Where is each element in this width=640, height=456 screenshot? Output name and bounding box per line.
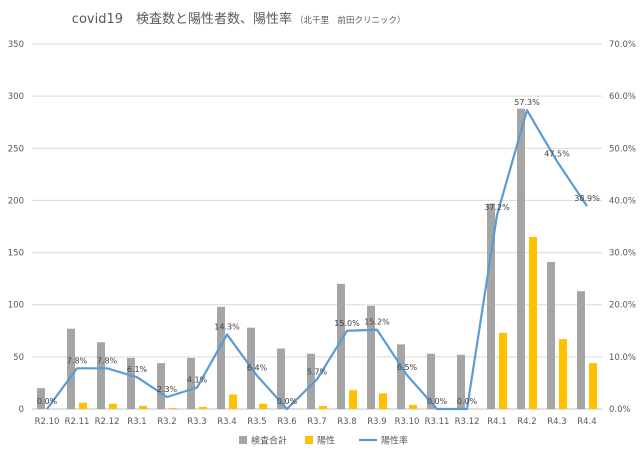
y-right-tick-label: 70.0% xyxy=(609,40,636,50)
y-right-tick-label: 0.0% xyxy=(609,405,631,415)
bar-tests xyxy=(307,353,315,409)
bar-tests xyxy=(97,342,105,409)
y-left-tick-label: 250 xyxy=(8,144,24,154)
x-tick-label: R3.5 xyxy=(247,417,266,427)
x-tick-label: R3.11 xyxy=(425,417,450,427)
x-tick-label: R3.7 xyxy=(307,417,326,427)
bar-positive xyxy=(499,332,507,409)
bar-positive xyxy=(79,402,87,409)
positivity-rate-label: 2.3% xyxy=(157,385,178,394)
positivity-rate-label: 57.3% xyxy=(514,98,540,107)
legend-label: 陽性率 xyxy=(381,435,408,447)
bar-tests xyxy=(427,353,435,409)
bar-tests xyxy=(397,344,405,409)
x-tick-label: R3.12 xyxy=(455,417,480,427)
legend-label: 陽性 xyxy=(317,435,335,447)
bar-positive xyxy=(319,405,327,409)
positivity-rate-label: 47.5% xyxy=(544,149,570,158)
bar-positive xyxy=(259,403,267,409)
bar-tests xyxy=(157,363,165,409)
x-tick-label: R4.3 xyxy=(547,417,566,427)
x-tick-label: R2.10 xyxy=(35,417,60,427)
x-tick-label: R2.11 xyxy=(65,417,90,427)
y-right-tick-label: 60.0% xyxy=(609,92,636,102)
chart-title: covid19 検査数と陽性者数、陽性率 xyxy=(72,11,292,27)
bar-tests xyxy=(487,203,495,409)
y-right-tick-label: 20.0% xyxy=(609,301,636,311)
positivity-rate-label: 6.1% xyxy=(127,365,148,374)
bar-tests xyxy=(457,354,465,409)
x-tick-label: R3.8 xyxy=(337,417,356,427)
x-tick-label: R3.6 xyxy=(277,417,296,427)
bar-tests xyxy=(517,108,525,410)
y-left-tick-label: 100 xyxy=(8,301,24,311)
x-tick-label: R3.4 xyxy=(217,417,236,427)
y-left-tick-label: 350 xyxy=(8,40,24,50)
x-tick-label: R2.12 xyxy=(95,417,120,427)
positivity-rate-label: 5.7% xyxy=(307,367,328,376)
x-tick-label: R3.3 xyxy=(187,417,206,427)
positivity-rate-label: 7.8% xyxy=(67,356,88,365)
x-tick-label: R3.1 xyxy=(127,417,146,427)
y-right-tick-label: 10.0% xyxy=(609,353,636,363)
positivity-rate-label: 38.9% xyxy=(574,194,600,203)
bar-positive xyxy=(409,404,417,409)
bar-positive xyxy=(169,407,177,409)
bar-tests xyxy=(187,357,195,409)
x-tick-label: R3.9 xyxy=(367,417,386,427)
legend-swatch xyxy=(239,436,247,444)
bar-tests xyxy=(37,388,45,409)
x-tick-label: R3.2 xyxy=(157,417,176,427)
y-left-tick-label: 50 xyxy=(13,353,24,363)
bar-tests xyxy=(127,357,135,409)
legend-label: 検査合計 xyxy=(251,435,287,447)
positivity-rate-label: 0.0% xyxy=(37,397,58,406)
bar-positive xyxy=(199,406,207,409)
y-left-tick-label: 300 xyxy=(8,92,24,102)
bar-tests xyxy=(367,305,375,409)
bar-positive xyxy=(109,403,117,409)
y-left-tick-label: 200 xyxy=(8,196,24,206)
positivity-rate-label: 7.8% xyxy=(97,356,118,365)
bar-positive xyxy=(589,363,597,409)
x-tick-label: R4.2 xyxy=(517,417,536,427)
legend-swatch xyxy=(305,436,313,444)
bar-tests xyxy=(67,328,75,409)
positivity-rate-label: 14.3% xyxy=(214,322,240,331)
positivity-rate-label: 4.1% xyxy=(187,376,208,385)
bar-positive xyxy=(559,339,567,409)
y-right-tick-label: 40.0% xyxy=(609,196,636,206)
bar-tests xyxy=(547,261,555,409)
y-right-tick-label: 30.0% xyxy=(609,249,636,259)
y-right-tick-label: 50.0% xyxy=(609,144,636,154)
bar-positive xyxy=(529,236,537,409)
bar-positive xyxy=(349,390,357,409)
x-tick-label: R4.4 xyxy=(577,417,596,427)
bar-positive xyxy=(229,394,237,409)
positivity-rate-label: 6.4% xyxy=(247,364,268,373)
positivity-rate-label: 6.5% xyxy=(397,363,418,372)
bar-tests xyxy=(277,348,285,409)
bar-tests xyxy=(217,306,225,409)
y-left-tick-label: 0 xyxy=(19,405,24,415)
positivity-rate-label: 15.2% xyxy=(364,318,390,327)
positivity-rate-line xyxy=(46,109,588,411)
chart-subtitle: （北千里 前田クリニック） xyxy=(295,15,406,26)
bar-positive xyxy=(379,393,387,409)
positivity-rate-label: 0.0% xyxy=(277,397,298,406)
x-tick-label: R3.10 xyxy=(395,417,420,427)
y-left-tick-label: 150 xyxy=(8,249,24,259)
positivity-rate-label: 0.0% xyxy=(457,397,478,406)
positivity-rate-label: 0.0% xyxy=(427,397,448,406)
positivity-rate-label: 15.0% xyxy=(334,319,360,328)
bar-tests xyxy=(577,291,585,409)
x-tick-label: R4.1 xyxy=(487,417,506,427)
positivity-rate-label: 37.2% xyxy=(484,203,510,212)
bar-positive xyxy=(139,405,147,409)
bar-tests xyxy=(337,283,345,409)
